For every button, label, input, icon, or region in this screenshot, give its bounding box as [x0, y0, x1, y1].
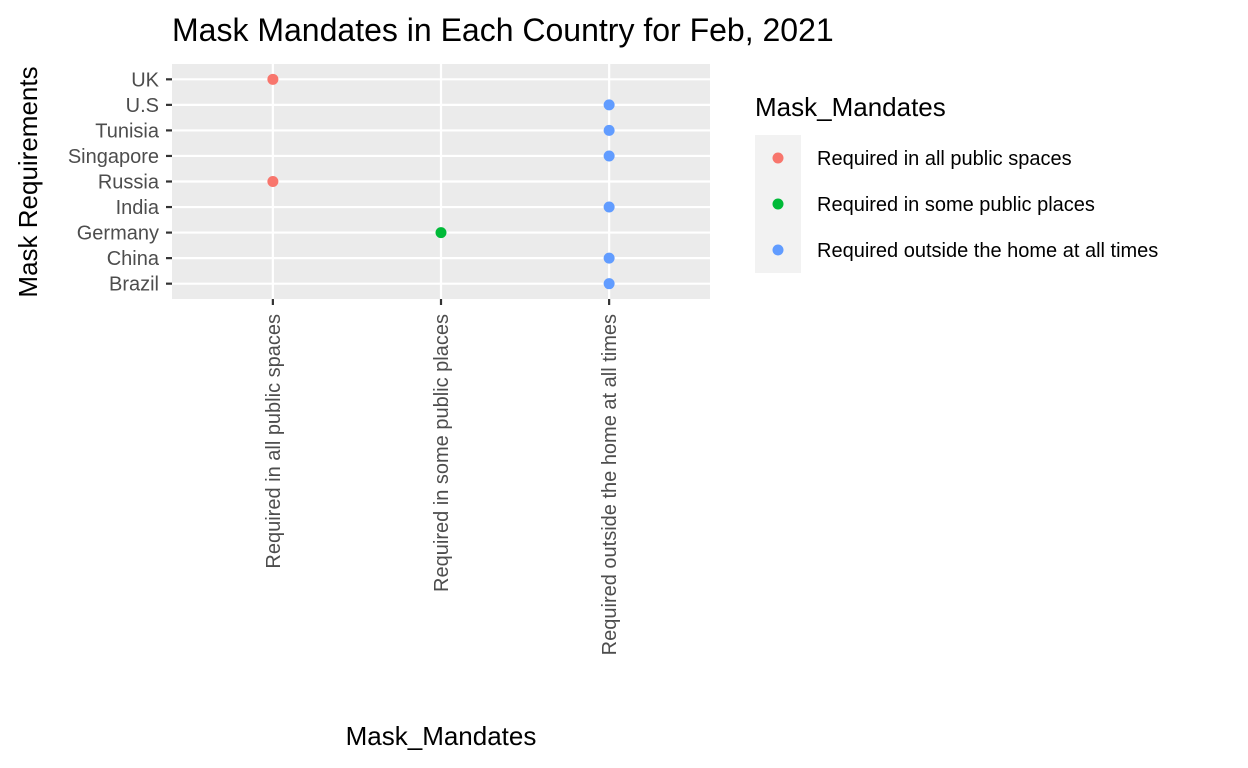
y-tick-label-china: China: [107, 248, 160, 270]
legend-label-required-outside-the-home-at-all-times: Required outside the home at all times: [817, 240, 1158, 262]
legend-label-required-in-some-public-places: Required in some public places: [817, 194, 1095, 216]
y-tick-label-india: India: [116, 197, 160, 219]
y-axis: Brazil China Germany India Russia Singapore Tu…: [68, 69, 172, 296]
y-tick-label-u-s: U.S: [126, 95, 159, 117]
legend-key-required-in-all-public-spaces: [772, 152, 784, 164]
data-point-singapore: [603, 150, 615, 162]
data-points: [267, 73, 615, 290]
data-point-tunisia: [603, 124, 615, 136]
legend-label-required-in-all-public-spaces: Required in all public spaces: [817, 148, 1072, 170]
y-tick-label-uk: UK: [131, 69, 159, 91]
y-tick-label-tunisia: Tunisia: [95, 120, 160, 142]
legend-key-required-outside-the-home-at-all-times: [772, 244, 784, 256]
chart-title: Mask Mandates in Each Country for Feb, 2…: [172, 12, 834, 48]
data-point-india: [603, 201, 615, 213]
data-point-brazil: [603, 278, 615, 290]
data-point-uk: [267, 73, 279, 85]
data-point-u-s: [603, 99, 615, 111]
x-axis-title: Mask_Mandates: [346, 721, 537, 751]
y-tick-label-brazil: Brazil: [109, 274, 159, 296]
x-axis: Required in all public spaces Required in…: [263, 299, 621, 655]
x-tick-label-required-outside-the-home-at-all-times: Required outside the home at all times: [599, 314, 621, 655]
x-tick-label-required-in-some-public-places: Required in some public places: [431, 314, 453, 592]
legend: Mask_Mandates Required in all public spa…: [755, 92, 1158, 273]
x-tick-label-required-in-all-public-spaces: Required in all public spaces: [263, 314, 285, 569]
data-point-russia: [267, 176, 279, 187]
legend-title: Mask_Mandates: [755, 92, 946, 122]
y-axis-title: Mask Requirements: [13, 66, 43, 297]
data-point-china: [603, 252, 615, 264]
y-tick-label-singapore: Singapore: [68, 146, 159, 168]
legend-key-required-in-some-public-places: [772, 198, 784, 210]
y-tick-label-germany: Germany: [77, 223, 159, 245]
data-point-germany: [435, 227, 447, 239]
y-tick-label-russia: Russia: [98, 172, 160, 194]
